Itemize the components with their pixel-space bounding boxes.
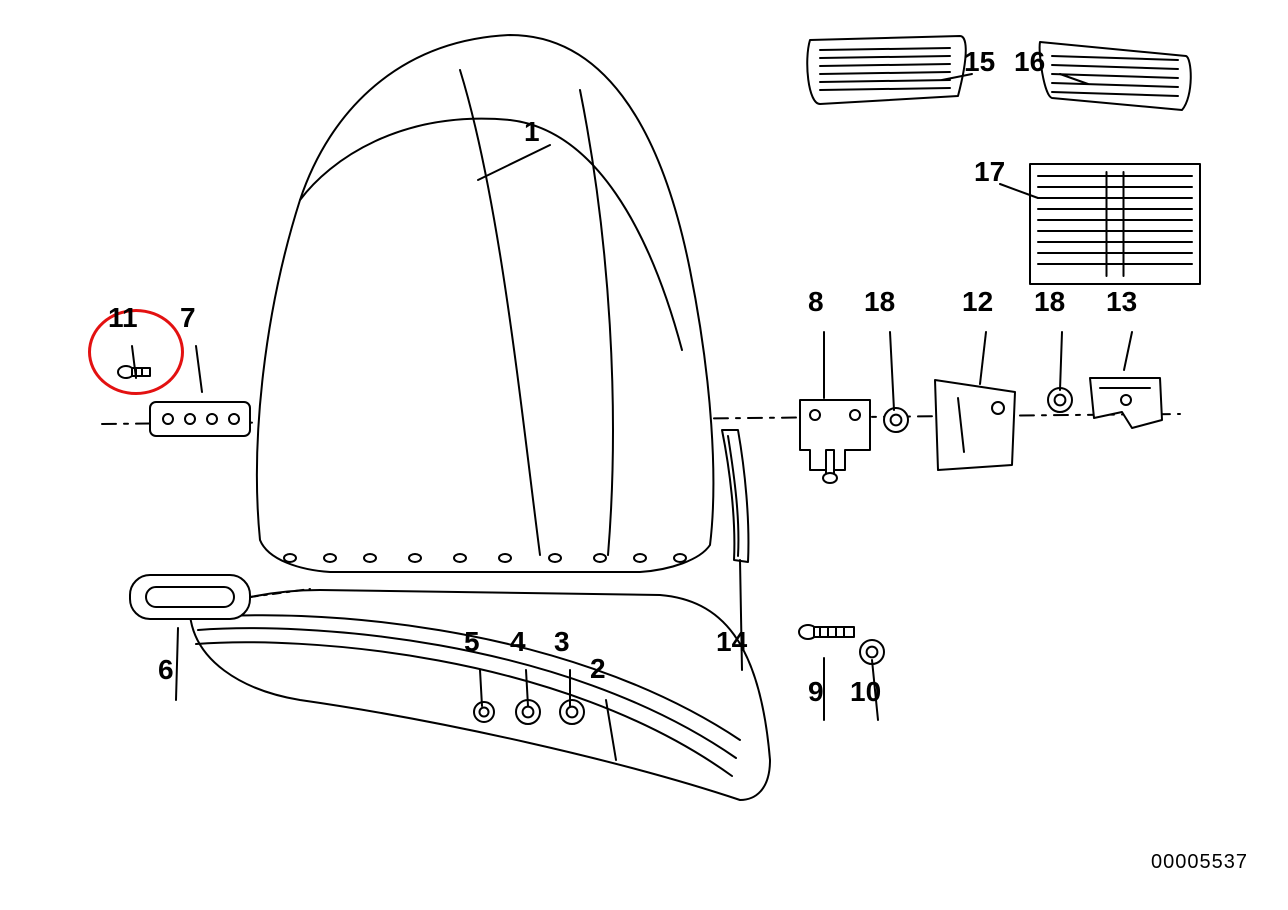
callout-7: 7 (180, 302, 196, 334)
callout-17: 17 (974, 156, 1005, 188)
callout-18: 18 (1034, 286, 1065, 318)
callout-18: 18 (864, 286, 895, 318)
callout-10: 10 (850, 676, 881, 708)
document-id: 00005537 (1151, 851, 1248, 874)
callout-8: 8 (808, 286, 824, 318)
callout-2: 2 (590, 653, 606, 685)
callout-3: 3 (554, 626, 570, 658)
callout-9: 9 (808, 676, 824, 708)
callout-6: 6 (158, 654, 174, 686)
callout-5: 5 (464, 626, 480, 658)
callout-15: 15 (964, 46, 995, 78)
callout-12: 12 (962, 286, 993, 318)
callout-13: 13 (1106, 286, 1137, 318)
callout-1: 1 (524, 116, 540, 148)
callout-16: 16 (1014, 46, 1045, 78)
callout-14: 14 (716, 626, 747, 658)
exploded-diagram (0, 0, 1288, 910)
callout-4: 4 (510, 626, 526, 658)
callout-11: 11 (108, 302, 138, 334)
